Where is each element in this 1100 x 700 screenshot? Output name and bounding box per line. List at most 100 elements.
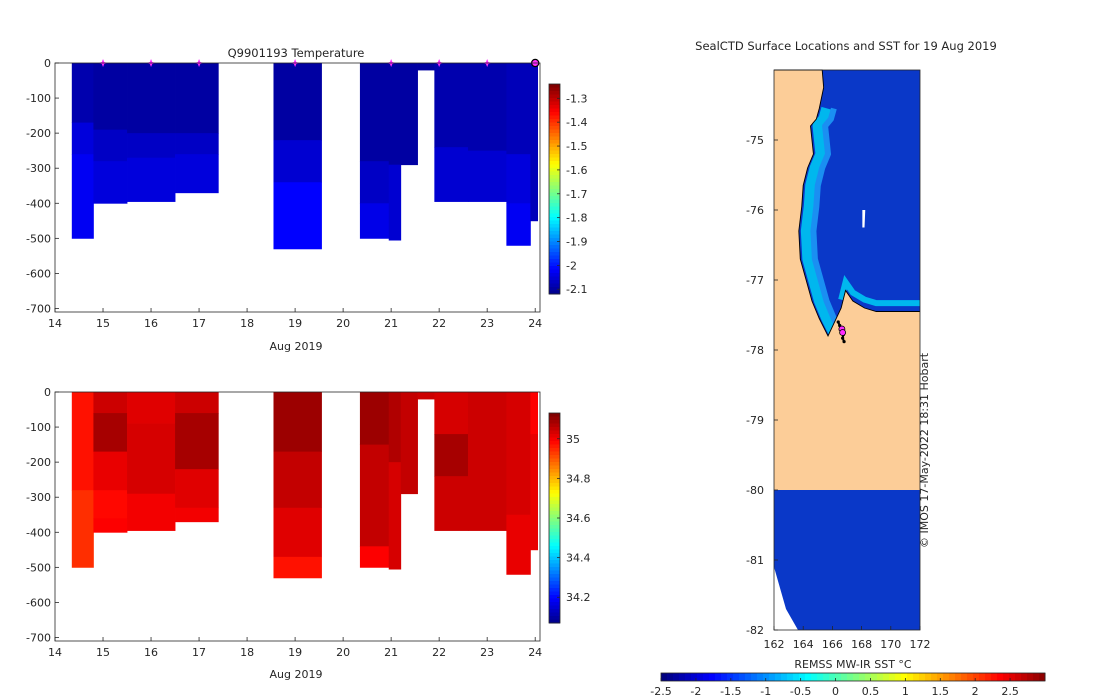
colorbar-segment [549,542,560,547]
lat-tick-label: -78 [746,344,764,357]
salinity-cells [71,392,538,579]
lat-tick-label: -82 [746,624,764,637]
sst-colorbar-segment [733,673,740,681]
profile-2-layer-2 [93,129,128,162]
colorbar-segment [549,112,560,116]
colorbar-tick-label: -1.8 [566,212,587,225]
colorbar-segment [549,525,560,529]
profile-2-layer-1 [93,63,128,131]
sst-colorbar-segment [1027,673,1034,681]
colorbar-segment [549,535,560,540]
colorbar-segment [549,448,560,452]
salinity-colorbar: 35 34.8 34.6 34.4 34.2 [548,412,591,624]
colorbar-tick-label: 34.2 [566,591,591,604]
sst-colorbar-segment [889,673,896,681]
profile-4-layer-3 [175,154,219,194]
colorbar-segment [549,161,560,165]
profile-6-layer-3 [359,203,390,239]
sst-colorbar-segment [1021,673,1028,681]
colorbar-segment [549,616,560,620]
sst-colorbar-segment [805,673,812,681]
sst-colorbar: -2.5 -2 -1.5 -1 -0.5 0 0.5 1 1.5 2 2.5 [650,672,1046,698]
sst-colorbar-segment [967,673,974,681]
y-tick-label: -200 [26,127,51,140]
y-tick-label: -600 [26,267,51,280]
sst-colorbar-segment [769,673,776,681]
colorbar-segment [549,619,560,624]
missing-data-patch [862,210,866,228]
profile-7-layer-1 [388,63,402,166]
colorbar-segment [549,500,560,505]
sst-colorbar-segment [1003,673,1010,681]
y-tick-label: 0 [44,57,51,70]
colorbar-segment [549,122,560,127]
sst-colorbar-segment [817,673,824,681]
colorbar-segment [549,227,560,232]
colorbar-segment [549,175,560,179]
sst-colorbar-segment [991,673,998,681]
y-tick-label: -500 [26,232,51,245]
sst-colorbar-segment [847,673,854,681]
sst-colorbar-segment [985,673,992,681]
profile-10-layer-3 [434,476,469,531]
sst-colorbar-segment [679,673,686,681]
profile-9-layer-1 [417,392,435,400]
y-tick-label: -200 [26,456,51,469]
colorbar-segment [549,430,560,435]
colorbar-segment [549,224,560,228]
colorbar-segment [549,283,560,288]
colorbar-segment [549,220,560,225]
colorbar-segment [549,588,560,592]
profile-5-layer-1 [273,63,322,141]
colorbar-segment [549,612,560,617]
colorbar-segment [549,108,560,113]
colorbar-segment [549,434,560,438]
sst-colorbar-segment [835,673,842,681]
colorbar-segment [549,423,560,428]
map-title: SealCTD Surface Locations and SST for 19… [695,39,997,53]
colorbar-segment [549,178,560,183]
lat-tick-label: -81 [746,554,764,567]
profile-5-layer-3 [273,182,322,250]
lat-tick-label: -77 [746,274,764,287]
profile-7-layer-2 [388,164,402,241]
y-tick-label: -300 [26,162,51,175]
profile-10-layer-2 [434,147,469,202]
colorbar-segment [549,276,560,281]
profile-1-layer-3 [71,154,94,239]
colorbar-segment [549,248,560,253]
colorbar-segment [549,493,560,498]
sst-colorbar-tick-label: 2.5 [1001,685,1019,698]
colorbar-segment [549,101,560,106]
colorbar-segment [549,287,560,291]
sst-colorbar-segment [859,673,866,681]
profile-1-layer-1 [71,63,94,124]
x-tick-label: 15 [96,317,110,330]
colorbar-segment [549,455,560,459]
sst-colorbar-segment [829,673,836,681]
sst-colorbar-segment [1033,673,1040,681]
profile-11-layer-1 [467,63,507,152]
sst-colorbar-segment [907,673,914,681]
colorbar-segment [549,87,560,92]
sst-colorbar-tick-label: -1 [760,685,771,698]
colorbar-tick-label: -1.5 [566,140,587,153]
colorbar-segment [549,497,560,501]
sst-colorbar-segment [661,673,668,681]
sst-colorbar-segment [751,673,758,681]
colorbar-segment [549,182,560,186]
profile-2-layer-4 [93,490,128,519]
colorbar-segment [549,234,560,239]
sst-colorbar-segment [901,673,908,681]
sst-colorbar-segment [775,673,782,681]
profile-6-layer-1 [359,392,390,446]
coastal-shallow-band [800,106,855,342]
colorbar-segment [549,539,560,543]
colorbar-segment [549,94,560,99]
colorbar-segment [549,472,560,477]
profile-11-layer-1 [467,392,507,531]
sst-colorbar-box [660,672,1046,682]
colorbar-segment [549,476,560,480]
profile-3-layer-3 [127,493,176,531]
